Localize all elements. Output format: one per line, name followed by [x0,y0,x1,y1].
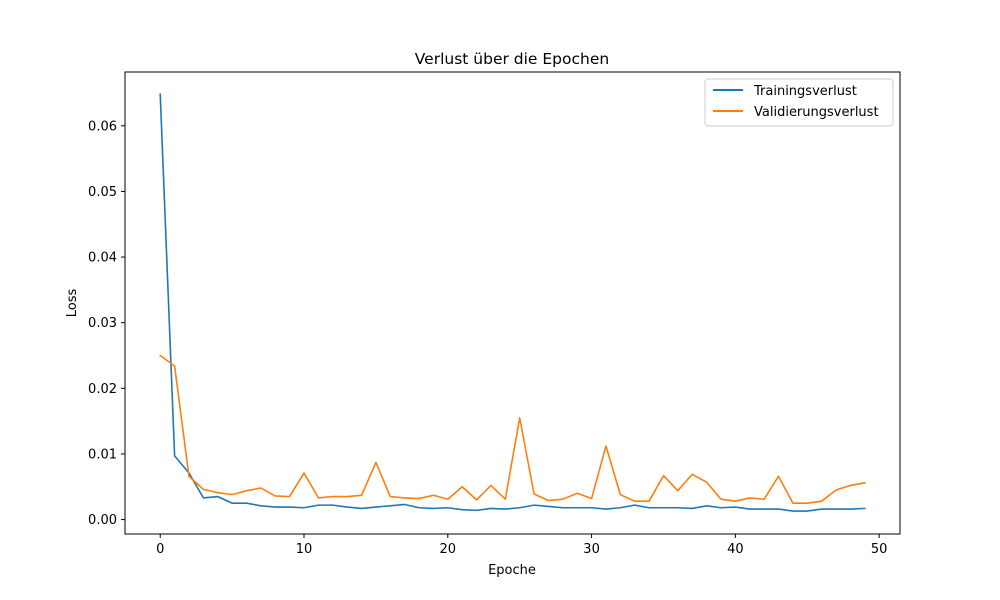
legend: Trainingsverlust Validierungsverlust [704,78,894,127]
y-tick-label: 0.06 [88,119,117,134]
y-tick-label: 0.02 [88,382,117,397]
x-tick-label: 20 [440,542,457,557]
y-axis-ticks: 0.00 0.01 0.02 0.03 0.04 0.05 0.06 [88,119,125,528]
axes-frame [124,71,901,535]
series-line-0 [159,93,866,512]
series-line-1 [159,354,866,504]
x-tick-label: 10 [296,542,313,557]
y-tick-label: 0.03 [88,316,117,331]
legend-box [704,78,894,127]
legend-label-validation: Validierungsverlust [754,105,879,120]
plot-area [159,93,866,512]
y-tick-label: 0.00 [88,513,117,528]
legend-label-training: Trainingsverlust [753,84,857,99]
x-tick-label: 0 [156,542,164,557]
x-axis-ticks: 0 10 20 30 40 50 [156,534,887,557]
x-axis-label: Epoche [488,563,536,578]
y-axis-label: Loss [65,289,80,318]
x-tick-label: 40 [727,542,744,557]
y-tick-label: 0.04 [88,251,117,266]
y-tick-label: 0.05 [88,185,117,200]
x-tick-label: 50 [871,542,888,557]
x-tick-label: 30 [583,542,600,557]
chart-title: Verlust über die Epochen [415,50,609,68]
y-tick-label: 0.01 [88,447,117,462]
